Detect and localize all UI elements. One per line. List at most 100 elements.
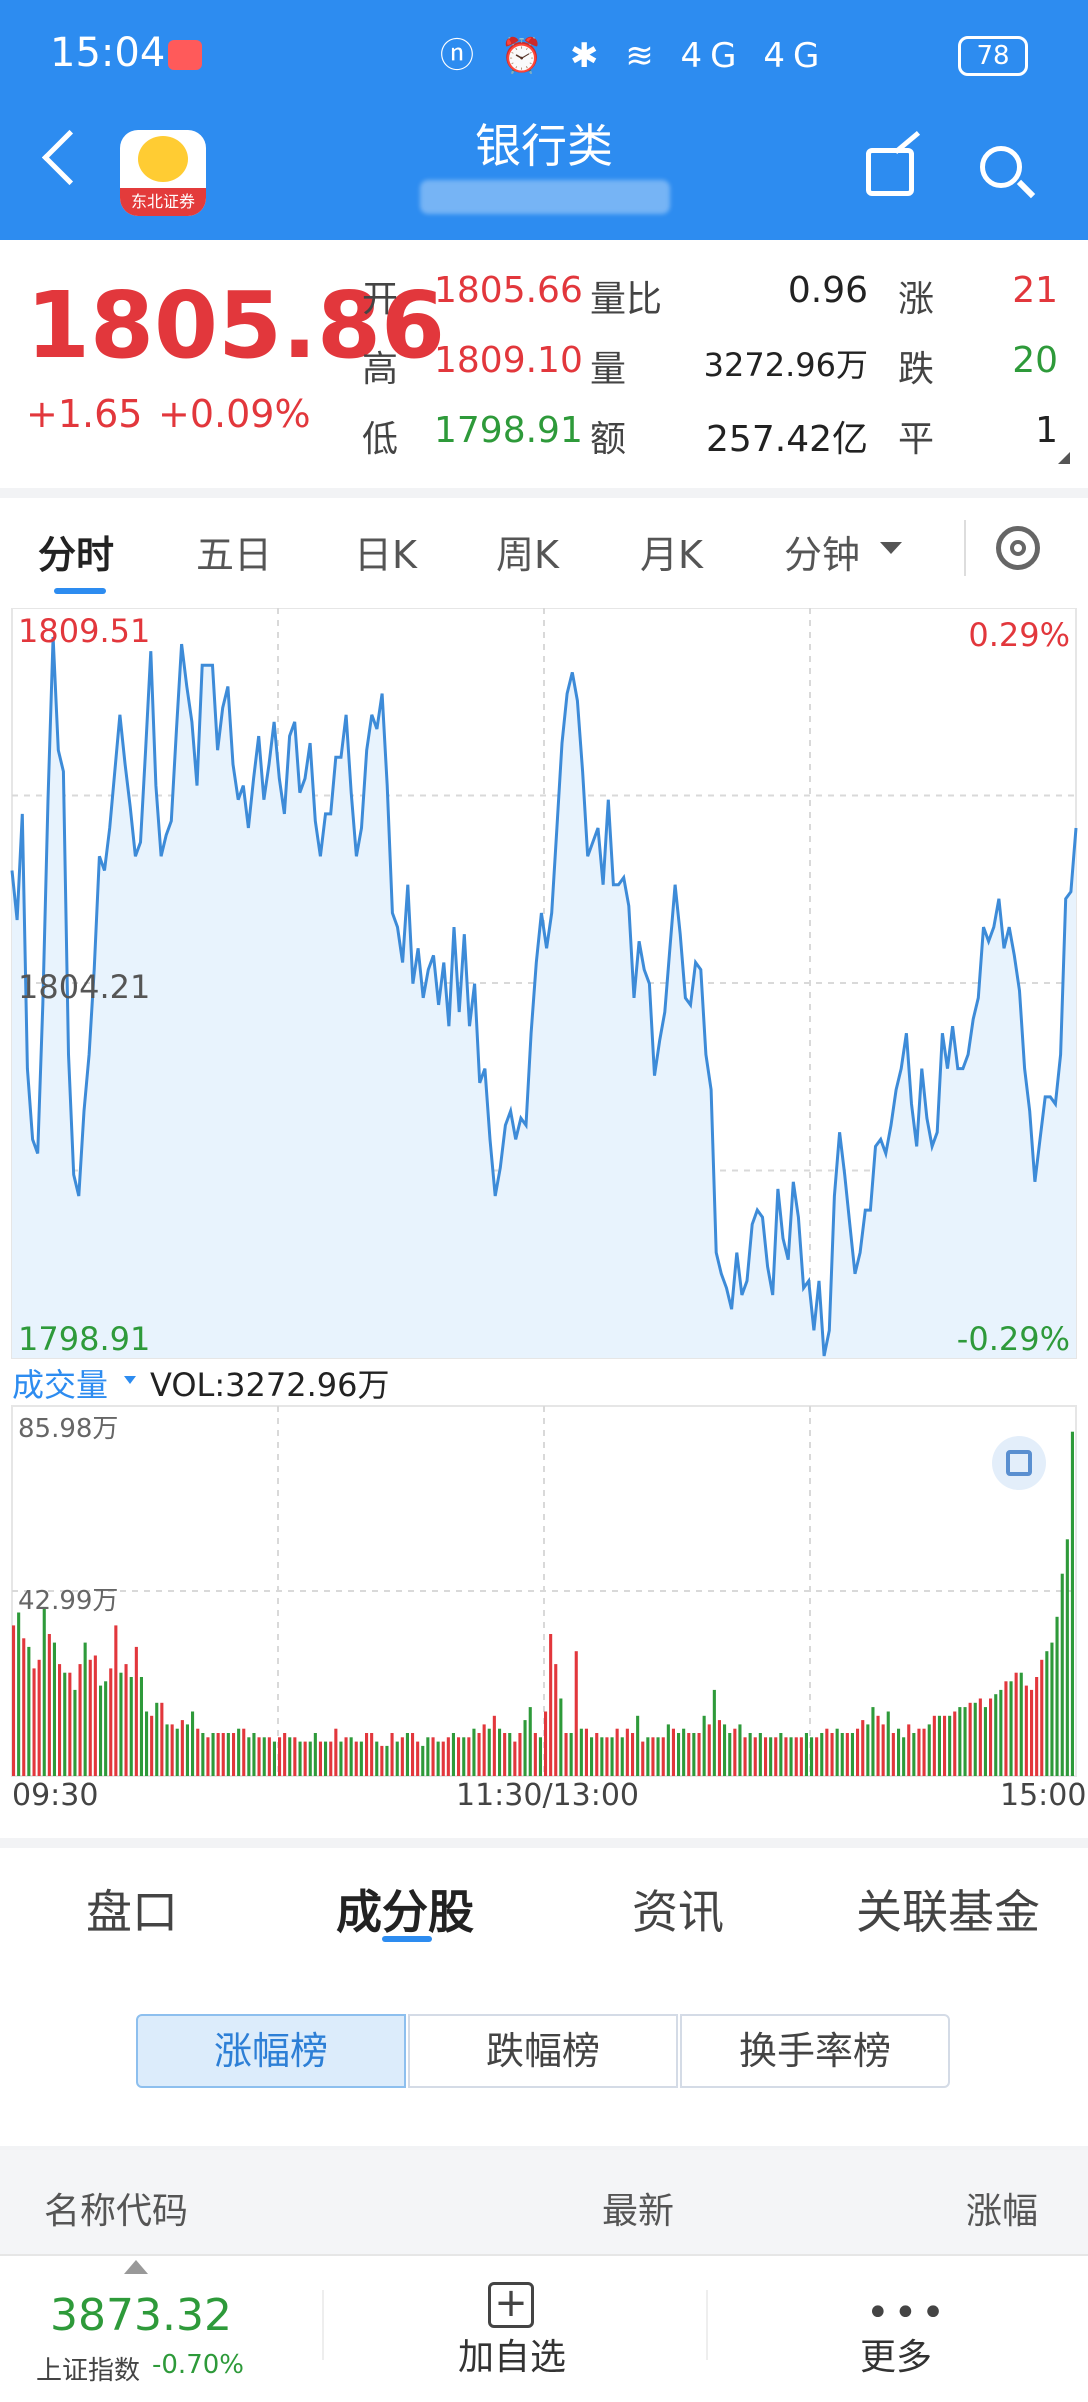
volume-bar <box>728 1733 732 1776</box>
volume-bar <box>815 1737 819 1776</box>
tab-news[interactable]: 资讯 <box>632 1885 724 1939</box>
index-name[interactable]: 上证指数 <box>36 2356 141 2386</box>
index-expand-icon[interactable] <box>124 2260 148 2274</box>
volume-bar <box>922 1728 926 1776</box>
add-watchlist-label[interactable]: 加自选 <box>458 2337 567 2378</box>
volume-bar <box>810 1737 814 1776</box>
volume-bar <box>702 1715 706 1776</box>
col-name-code[interactable]: 名称代码 <box>44 2191 189 2232</box>
volume-bar <box>68 1672 72 1776</box>
volume-bar <box>544 1711 548 1776</box>
index-value[interactable]: 3873.32 <box>50 2290 232 2341</box>
status-icons: ⓝ ⏰ ✱ ≋ 4G 4G <box>440 36 828 76</box>
minute-dropdown-icon[interactable] <box>880 542 902 554</box>
volume-bar <box>1019 1672 1023 1776</box>
section-tabbar <box>0 1848 1088 1958</box>
volume-bar <box>390 1733 394 1776</box>
volume-bar <box>1070 1431 1074 1776</box>
volume-bar <box>978 1698 982 1776</box>
tab-weekly-k[interactable]: 周K <box>496 533 559 577</box>
high-value: 1809.10 <box>434 340 583 381</box>
volume-bar <box>861 1720 865 1776</box>
volume-bar <box>518 1733 522 1776</box>
tab-monthly-k[interactable]: 月K <box>640 533 703 577</box>
volume-bar <box>226 1733 230 1776</box>
volume-bar <box>1050 1642 1054 1776</box>
volume-indicator-select[interactable]: 成交量 <box>12 1366 109 1404</box>
status-time: 15:04 <box>50 30 166 76</box>
broker-logo: 东北证券 <box>120 130 206 216</box>
notification-icon <box>168 40 202 70</box>
volume-bar <box>605 1737 609 1776</box>
volume-bar <box>477 1733 481 1776</box>
col-change[interactable]: 涨幅 <box>966 2191 1039 2232</box>
tab-intraday[interactable]: 分时 <box>38 533 115 577</box>
volume-bar <box>457 1737 461 1776</box>
col-latest[interactable]: 最新 <box>602 2191 675 2232</box>
volume-bar <box>421 1745 425 1776</box>
volume-total-text: VOL:3272.96万 <box>150 1366 390 1404</box>
tab-related-funds[interactable]: 关联基金 <box>856 1885 1040 1939</box>
fullscreen-icon[interactable] <box>992 1436 1046 1490</box>
price-mid-label: 1804.21 <box>18 968 151 1006</box>
volume-bar <box>278 1737 282 1776</box>
volume-bar <box>150 1715 154 1776</box>
price-min-label: 1798.91 <box>18 1320 151 1358</box>
tab-order-book[interactable]: 盘口 <box>86 1885 178 1939</box>
tab-divider <box>964 520 966 576</box>
volume-bar <box>625 1728 629 1776</box>
search-icon[interactable] <box>980 146 1022 188</box>
volume-bar <box>707 1724 711 1776</box>
time-label-midday: 11:30/13:00 <box>456 1778 640 1813</box>
up-count-label: 涨 <box>898 279 935 320</box>
pct-min-label: -0.29% <box>956 1320 1070 1358</box>
tab-constituents[interactable]: 成分股 <box>336 1885 474 1939</box>
tab-minute[interactable]: 分钟 <box>784 533 861 577</box>
volume-bar <box>830 1733 834 1776</box>
settings-gear-icon[interactable] <box>996 526 1040 570</box>
intraday-chart[interactable] <box>0 607 1088 1838</box>
volume-bar <box>354 1741 358 1776</box>
volume-bar <box>912 1733 916 1776</box>
high-label: 高 <box>362 349 399 390</box>
volume-bar <box>104 1681 108 1776</box>
add-watchlist-icon[interactable]: + <box>488 2282 534 2328</box>
tab-daily-k[interactable]: 日K <box>354 533 417 577</box>
chart-panel <box>0 607 1088 1838</box>
rank-turnover-button[interactable]: 换手率榜 <box>680 2014 950 2088</box>
volume-dropdown-icon[interactable] <box>124 1376 136 1384</box>
more-icon[interactable]: ••• <box>866 2290 949 2336</box>
volume-bar <box>487 1728 491 1776</box>
volume-bar <box>313 1733 317 1776</box>
more-label[interactable]: 更多 <box>860 2337 933 2378</box>
price-change-pct: +0.09% <box>158 392 311 436</box>
volume-bar <box>63 1672 67 1776</box>
logo-mascot-icon <box>138 136 188 182</box>
volume-bar <box>252 1733 256 1776</box>
rank-gainers-button[interactable]: 涨幅榜 <box>136 2014 406 2088</box>
volume-bar <box>395 1741 399 1776</box>
volume-bar <box>656 1737 660 1776</box>
volume-bar <box>492 1715 496 1776</box>
volume-bar <box>237 1728 241 1776</box>
rank-losers-button[interactable]: 跌幅榜 <box>408 2014 678 2088</box>
volume-bar <box>523 1720 527 1776</box>
volume-bar <box>641 1741 645 1776</box>
tab-five-day[interactable]: 五日 <box>196 533 273 577</box>
volume-bar <box>32 1668 36 1776</box>
expand-corner-icon[interactable] <box>1058 452 1070 464</box>
volume-bar <box>349 1737 353 1776</box>
share-icon[interactable] <box>866 148 914 196</box>
amount-label: 额 <box>590 419 627 460</box>
up-count-value: 21 <box>1012 270 1058 311</box>
time-label-close: 15:00 <box>1000 1778 1087 1813</box>
subtitle-redacted <box>420 180 670 214</box>
volume-bar <box>549 1634 553 1776</box>
volume-bar <box>717 1720 721 1776</box>
volume-bar <box>779 1733 783 1776</box>
volume-bar <box>42 1608 46 1776</box>
volume-bar <box>600 1737 604 1776</box>
volume-bar <box>932 1715 936 1776</box>
flat-count-label: 平 <box>898 419 935 460</box>
volume-bar <box>994 1694 998 1776</box>
